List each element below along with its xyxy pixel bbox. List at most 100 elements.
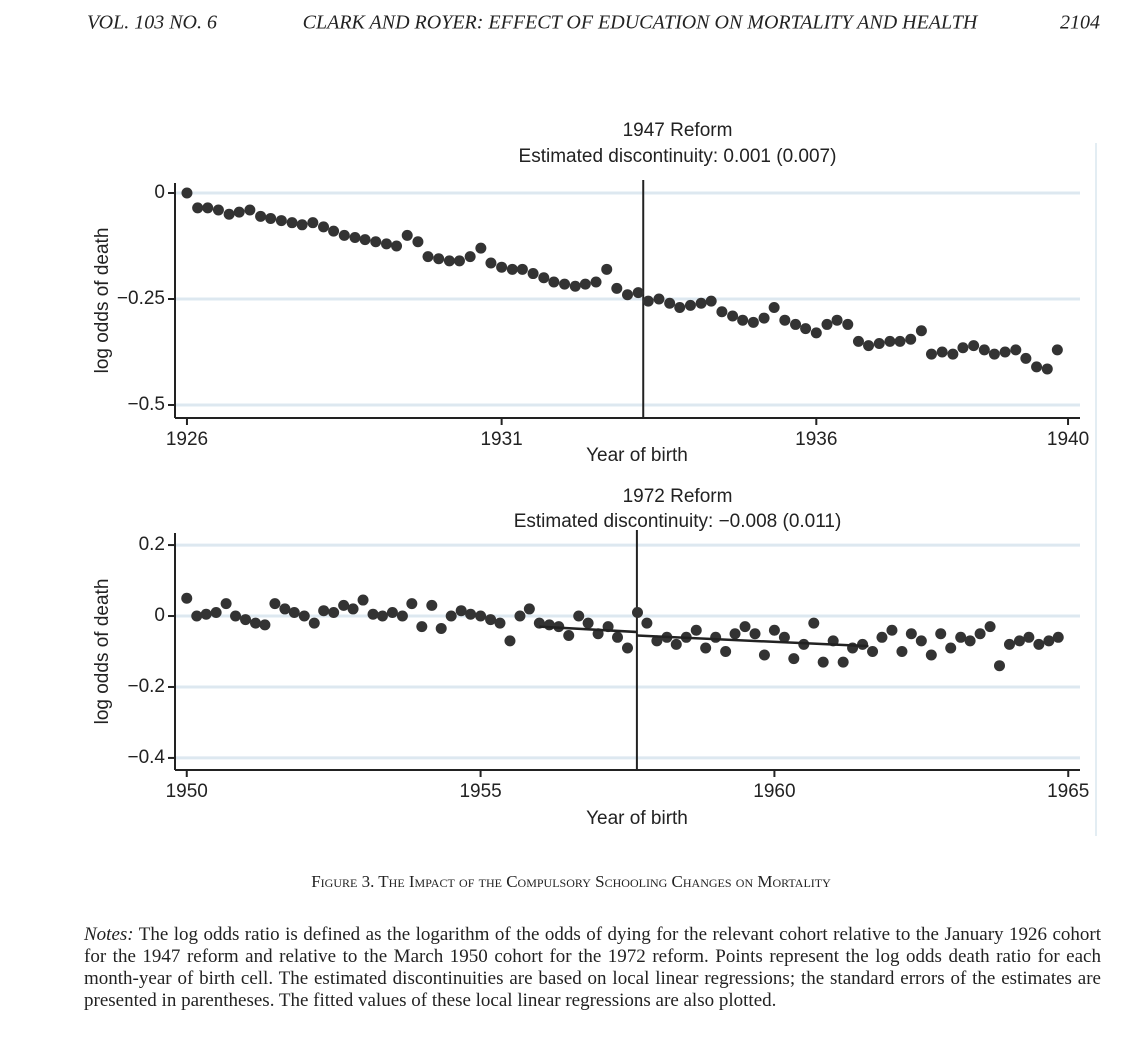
x-tick-label: 1965 (1047, 781, 1089, 802)
data-point (259, 619, 271, 631)
data-point (307, 217, 319, 229)
data-point (758, 312, 770, 324)
data-point (582, 617, 594, 629)
x-tick-label: 1926 (166, 429, 208, 450)
x-axis-label: Year of birth (586, 808, 688, 829)
data-point (684, 299, 696, 311)
data-point (579, 278, 591, 290)
data-point (1041, 363, 1053, 375)
data-point (230, 610, 242, 622)
data-point (464, 251, 476, 263)
data-point (670, 638, 682, 650)
data-point (1051, 344, 1063, 356)
data-point (455, 605, 467, 617)
x-tick-label: 1936 (795, 429, 837, 450)
data-point (514, 610, 526, 622)
data-point (720, 646, 732, 657)
data-point (543, 619, 555, 631)
figure-caption: Figure 3. The Impact of the Compulsory S… (311, 872, 831, 891)
data-point (690, 624, 702, 636)
data-point (357, 594, 369, 606)
data-point (716, 306, 728, 318)
data-point (936, 346, 948, 358)
data-point (504, 635, 516, 647)
data-point (443, 255, 455, 267)
data-point (631, 606, 643, 618)
data-point (416, 621, 428, 633)
data-point (611, 282, 623, 294)
fit-line (539, 625, 637, 634)
data-point (527, 268, 539, 280)
data-point (768, 301, 780, 313)
data-point (210, 606, 222, 618)
figure: VOL. 103 NO. 6 CLARK AND ROYER: EFFECT O… (87, 12, 1100, 836)
data-point (181, 187, 193, 199)
y-tick-label: −0.2 (127, 676, 165, 697)
chart-subtitle: Estimated discontinuity: −0.008 (0.011) (514, 511, 842, 532)
x-tick-label: 1931 (480, 429, 522, 450)
data-point (475, 610, 487, 622)
data-point (573, 610, 585, 622)
data-point (622, 289, 633, 301)
data-point (475, 242, 487, 254)
data-point (1003, 638, 1015, 650)
data-point (1020, 352, 1032, 364)
data-point (768, 624, 780, 636)
data-point (817, 656, 829, 668)
data-point (705, 295, 717, 307)
data-point (896, 646, 908, 657)
data-point (758, 649, 770, 661)
data-point (945, 642, 957, 654)
data-point (821, 318, 833, 330)
data-point (569, 280, 581, 292)
data-point (988, 348, 1000, 360)
header-volume: VOL. 103 NO. 6 (87, 12, 217, 34)
data-point (808, 617, 820, 629)
data-point (674, 301, 686, 313)
data-point (202, 202, 214, 214)
data-point (863, 340, 875, 352)
data-point (867, 646, 879, 657)
header-title: CLARK AND ROYER: EFFECT OF EDUCATION ON … (303, 12, 979, 34)
data-point (494, 617, 506, 629)
data-point (915, 635, 927, 647)
y-tick-label: −0.5 (127, 394, 165, 415)
data-point (548, 276, 560, 288)
data-point (406, 598, 418, 610)
data-point (778, 631, 790, 643)
data-point (506, 263, 518, 275)
data-point (590, 276, 602, 288)
data-point (739, 621, 751, 633)
data-point (391, 240, 403, 252)
data-point (220, 598, 232, 610)
data-point (496, 261, 508, 273)
data-point (386, 606, 398, 618)
y-axis-label: log odds of death (92, 579, 113, 725)
data-point (852, 335, 864, 347)
data-point (747, 316, 759, 328)
chart-subtitle: Estimated discontinuity: 0.001 (0.007) (519, 146, 837, 167)
y-tick-label: 0 (154, 182, 165, 203)
data-point (265, 212, 277, 224)
data-point (790, 318, 802, 330)
data-point (538, 272, 550, 284)
data-point (367, 608, 379, 620)
data-point (328, 606, 340, 618)
data-point (810, 327, 822, 339)
data-point (1033, 638, 1045, 650)
data-point (296, 219, 308, 231)
data-point (453, 255, 465, 267)
data-point (837, 656, 849, 668)
data-point (737, 314, 749, 326)
notes-lead: Notes: (84, 924, 134, 945)
data-point (485, 257, 497, 269)
data-point (993, 660, 1005, 672)
data-point (831, 314, 843, 326)
data-point (396, 610, 408, 622)
data-point (622, 642, 633, 654)
data-point (601, 263, 613, 275)
data-point (200, 608, 212, 620)
data-point (255, 210, 267, 222)
header-page: 2104 (1060, 12, 1100, 34)
data-point (905, 333, 917, 345)
